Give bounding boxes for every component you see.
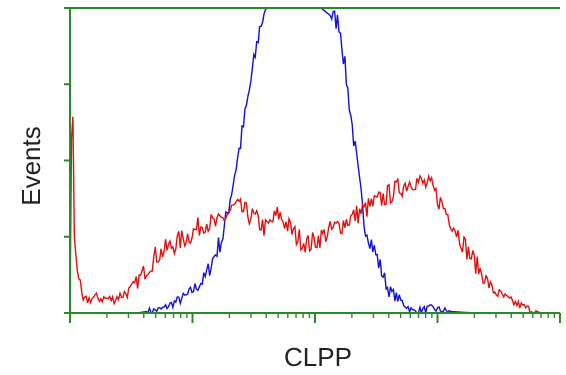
- x-axis-label: CLPP: [284, 342, 352, 372]
- y-axis-label: Events: [16, 126, 46, 206]
- blue-series-line: [70, 8, 474, 313]
- red-series-line: [70, 117, 540, 313]
- plot-area: [70, 8, 540, 313]
